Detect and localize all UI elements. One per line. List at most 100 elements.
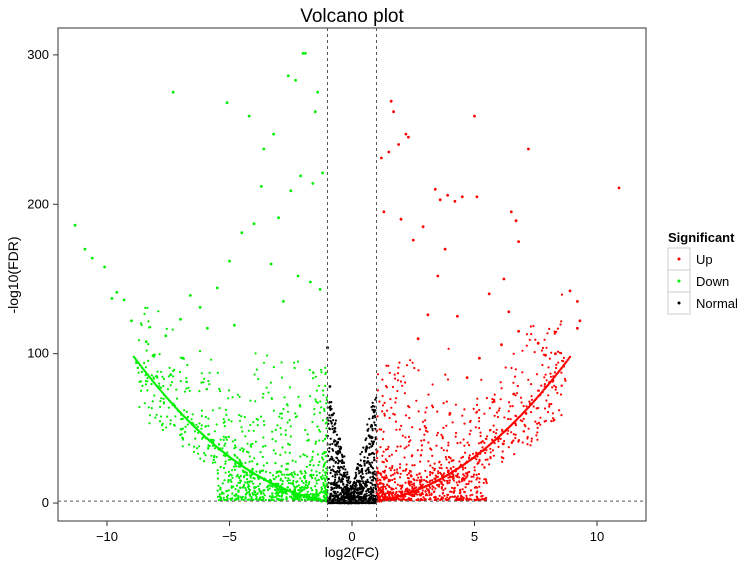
point-band-dot [328, 450, 331, 453]
point-band-dot [550, 351, 553, 354]
point-band-dot [391, 478, 394, 482]
point-band-dot [363, 493, 366, 496]
point-band-dot [373, 459, 376, 462]
point-band-dot [325, 467, 328, 470]
point-band-dot [449, 476, 452, 479]
point-band-dot [314, 398, 317, 401]
data-point-up [509, 210, 513, 214]
point-band-dot [159, 400, 162, 403]
point-band-dot [434, 477, 437, 480]
point-band-dot [417, 490, 420, 494]
y-tick-label: 200 [27, 196, 49, 211]
point-band-dot [261, 396, 264, 399]
point-band-dot [387, 445, 390, 448]
point-band-dot [447, 347, 450, 350]
point-band-dot [338, 476, 341, 479]
point-band-dot [514, 368, 517, 371]
point-band-dot [328, 501, 331, 504]
point-band-dot [365, 492, 368, 495]
data-point-normal [365, 446, 369, 450]
point-band-dot [191, 413, 194, 416]
point-band-dot [383, 412, 386, 415]
point-band-dot [514, 394, 517, 397]
point-band-dot [322, 458, 325, 461]
point-band-dot [328, 447, 331, 450]
point-band-dot [395, 449, 398, 452]
point-band-dot [394, 401, 397, 404]
point-band-dot [305, 479, 308, 482]
point-band-dot [373, 421, 376, 424]
point-band-dot [382, 450, 385, 453]
point-band-dot [475, 411, 478, 414]
point-band-dot [310, 487, 313, 490]
point-band-dot [240, 498, 243, 501]
point-band-dot [429, 447, 432, 450]
point-band-dot [268, 487, 271, 490]
data-point-up [554, 352, 557, 356]
point-band-dot [496, 415, 499, 419]
point-band-dot [403, 456, 406, 459]
point-band-dot [431, 471, 434, 474]
point-band-dot [378, 400, 381, 403]
point-band-dot [365, 437, 368, 440]
point-band-dot [297, 484, 300, 487]
point-band-dot [307, 438, 310, 442]
point-band-dot [258, 470, 262, 473]
point-band-dot [318, 492, 321, 495]
point-band-dot [315, 482, 318, 485]
point-band-dot [378, 491, 381, 494]
point-band-dot [475, 458, 478, 461]
point-band-dot [325, 402, 328, 405]
point-band-dot [233, 453, 236, 456]
point-band-dot [363, 464, 366, 467]
point-band-dot [338, 469, 341, 472]
point-band-dot [140, 389, 143, 392]
point-band-dot [256, 418, 260, 421]
point-band-dot [183, 430, 187, 434]
point-band-dot [469, 494, 472, 497]
point-band-dot [338, 498, 341, 501]
point-band-dot [262, 420, 265, 423]
point-band-dot [167, 375, 170, 378]
point-band-dot [418, 472, 421, 475]
point-band-dot [280, 361, 283, 364]
point-band-dot [478, 481, 481, 484]
point-band-dot [324, 384, 327, 387]
point-band-dot [238, 414, 241, 417]
point-band-dot [252, 493, 255, 496]
point-band-dot [461, 488, 464, 491]
point-band-dot [388, 486, 391, 489]
point-band-dot [446, 479, 449, 482]
point-band-dot [465, 498, 468, 501]
point-band-dot [275, 470, 278, 473]
point-band-dot [188, 443, 191, 446]
point-band-dot [314, 375, 317, 378]
data-point-normal [328, 385, 332, 388]
point-band-dot [279, 412, 282, 415]
point-band-dot [187, 386, 190, 389]
point-band-dot [349, 480, 352, 483]
point-band-dot [363, 456, 366, 459]
point-band-dot [262, 436, 265, 439]
point-band-dot [404, 488, 407, 491]
point-band-dot [214, 461, 217, 464]
point-band-dot [557, 361, 560, 364]
point-band-dot [196, 447, 199, 450]
point-band-dot [250, 497, 253, 500]
point-band-dot [275, 497, 278, 500]
point-band-dot [560, 293, 564, 296]
point-band-dot [262, 361, 266, 364]
point-band-dot [379, 496, 382, 499]
point-band-dot [226, 451, 229, 454]
point-band-dot [371, 429, 374, 432]
point-band-dot [192, 445, 196, 448]
point-band-dot [391, 465, 394, 468]
point-band-dot [272, 366, 275, 369]
point-band-dot [379, 446, 382, 449]
point-band-dot [556, 327, 560, 330]
point-band-dot [463, 491, 466, 494]
point-band-dot [431, 479, 434, 482]
point-band-dot [377, 470, 380, 473]
point-band-dot [340, 501, 344, 504]
point-band-dot [221, 482, 224, 485]
